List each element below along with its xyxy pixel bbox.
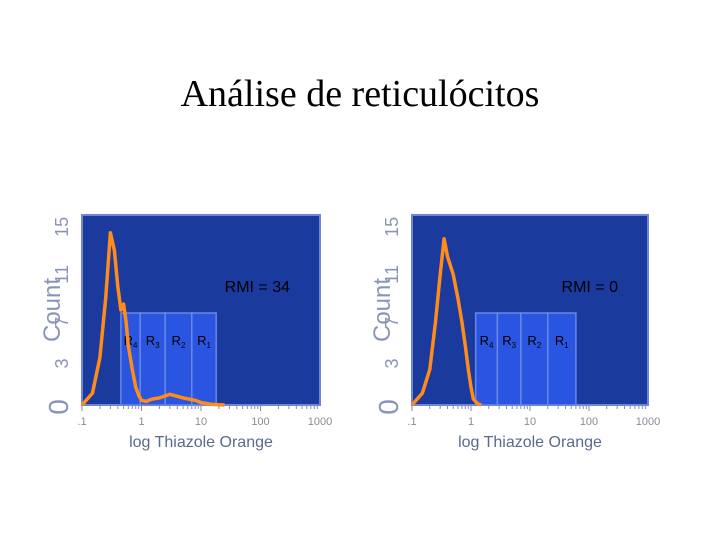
region-label-subscript: 1: [206, 341, 211, 350]
y-tick-label: 7: [382, 317, 402, 327]
x-tick-label: 10: [195, 416, 207, 428]
x-tick-label: 100: [251, 416, 269, 428]
x-tick-label: .1: [77, 416, 86, 428]
histogram-line: [410, 237, 482, 407]
y-tick-label: 11: [382, 265, 402, 284]
y-tick-label: 15: [52, 217, 72, 237]
region-box: [474, 312, 499, 406]
page-title: Análise de reticulócitos: [180, 73, 540, 115]
region-box: [547, 312, 577, 406]
y-tick-label: 15: [382, 217, 402, 237]
region-label-subscript: 2: [537, 341, 542, 350]
y-axis-label: Count: [369, 278, 396, 342]
x-tick-label: .1: [407, 416, 416, 428]
rmi-annotation: RMI = 0: [562, 279, 619, 296]
x-tick-label: 1: [468, 416, 474, 428]
x-axis-label: log Thiazole Orange: [458, 434, 602, 451]
y-tick-label: 0: [43, 399, 74, 415]
histogram-line: [80, 231, 225, 407]
y-tick-label: 11: [52, 265, 72, 284]
y-tick-label: 0: [373, 399, 404, 415]
region-label-subscript: 1: [564, 341, 569, 350]
region-label-subscript: 3: [155, 341, 160, 350]
region-label-subscript: 4: [133, 341, 138, 350]
region-label-subscript: 3: [512, 341, 517, 350]
x-tick-label: 1000: [308, 416, 332, 428]
region-box: [191, 312, 217, 406]
x-tick-label: 1000: [636, 416, 660, 428]
x-tick-label: 100: [580, 416, 598, 428]
rmi-annotation: RMI = 34: [225, 279, 290, 296]
region-box: [139, 312, 166, 406]
y-axis-label: Count: [39, 278, 66, 342]
x-axis-label: log Thiazole Orange: [129, 434, 273, 451]
x-tick-label: 1: [138, 416, 144, 428]
y-tick-label: 3: [52, 358, 72, 368]
y-tick-label: 3: [382, 358, 402, 368]
region-label-subscript: 4: [489, 341, 494, 350]
region-box: [520, 312, 549, 406]
y-tick-label: 7: [52, 317, 72, 327]
region-box: [496, 312, 522, 406]
region-label-subscript: 2: [181, 341, 186, 350]
region-box: [164, 312, 193, 406]
x-tick-label: 10: [524, 416, 536, 428]
